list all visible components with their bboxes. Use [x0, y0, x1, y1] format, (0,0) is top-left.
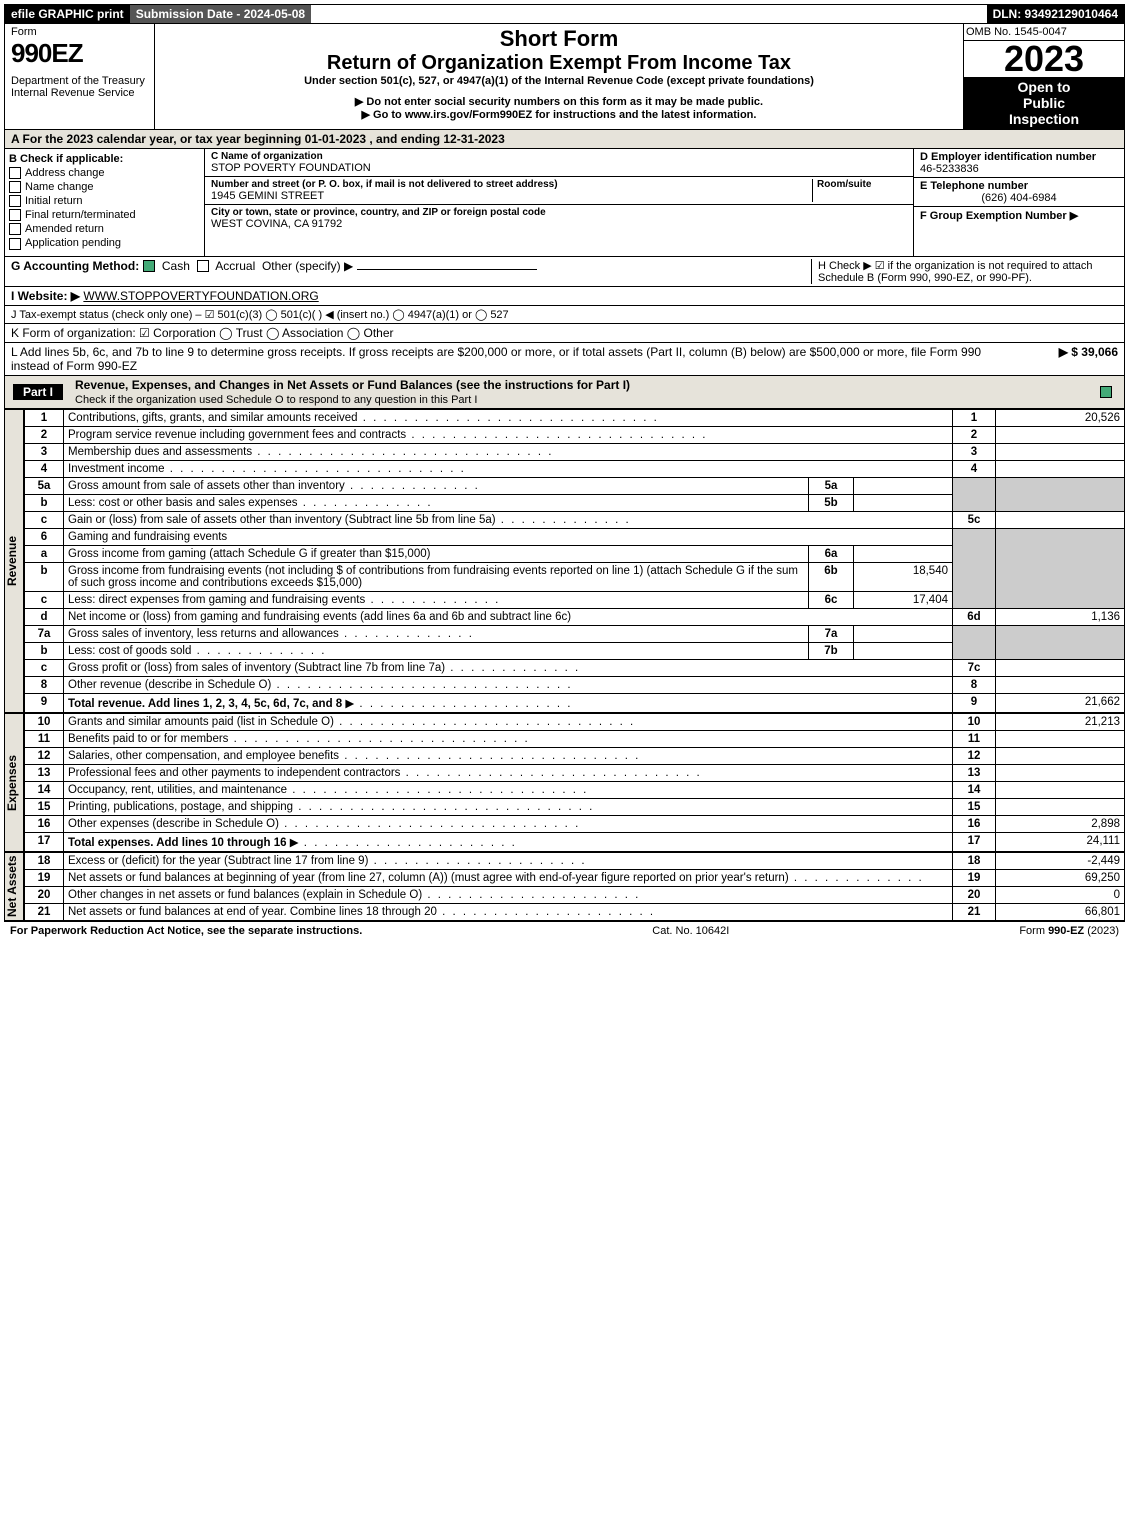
chk-application-pending[interactable]: Application pending	[9, 237, 200, 249]
revenue-table: 1Contributions, gifts, grants, and simil…	[24, 409, 1125, 713]
form-header: Form 990EZ Department of the Treasury In…	[4, 24, 1125, 130]
tel-label: E Telephone number	[920, 180, 1118, 192]
c-city-label: City or town, state or province, country…	[211, 207, 907, 218]
no-ssn-notice: ▶ Do not enter social security numbers o…	[161, 95, 957, 108]
open-to-public: Open to Public Inspection	[964, 77, 1124, 129]
expenses-table: 10Grants and similar amounts paid (list …	[24, 713, 1125, 852]
row-k: K Form of organization: ☑ Corporation ◯ …	[4, 324, 1125, 343]
part1-label: Part I	[13, 384, 63, 400]
side-revenue: Revenue	[4, 409, 24, 713]
section-def: D Employer identification number 46-5233…	[914, 149, 1124, 256]
netassets-table: 18Excess or (deficit) for the year (Subt…	[24, 852, 1125, 921]
efile-label: efile GRAPHIC print	[5, 5, 130, 23]
chk-name-change[interactable]: Name change	[9, 181, 200, 193]
tax-year: 2023	[964, 41, 1124, 77]
c-street-label: Number and street (or P. O. box, if mail…	[211, 179, 812, 190]
form-ref: Form 990-EZ (2023)	[1019, 925, 1119, 937]
dept-label: Department of the Treasury Internal Reve…	[11, 75, 148, 99]
paperwork-notice: For Paperwork Reduction Act Notice, see …	[10, 925, 362, 937]
ein-value: 46-5233836	[920, 163, 1118, 175]
page-footer: For Paperwork Reduction Act Notice, see …	[4, 921, 1125, 940]
side-netassets: Net Assets	[4, 852, 24, 921]
org-city: WEST COVINA, CA 91792	[211, 218, 907, 230]
info-grid: B Check if applicable: Address change Na…	[4, 149, 1125, 257]
tel-value: (626) 404-6984	[920, 192, 1118, 204]
cat-no: Cat. No. 10642I	[652, 925, 729, 937]
top-bar: efile GRAPHIC print Submission Date - 20…	[4, 4, 1125, 24]
c-name-label: C Name of organization	[211, 151, 907, 162]
chk-initial-return[interactable]: Initial return	[9, 195, 200, 207]
website-link[interactable]: WWW.STOPPOVERTYFOUNDATION.ORG	[83, 289, 318, 303]
c-room-label: Room/suite	[817, 179, 907, 190]
g-label: G Accounting Method:	[11, 259, 139, 273]
chk-schedule-o[interactable]	[1100, 386, 1112, 398]
group-exemption-label: F Group Exemption Number ▶	[920, 209, 1118, 222]
return-title: Return of Organization Exempt From Incom…	[161, 52, 957, 75]
chk-amended-return[interactable]: Amended return	[9, 223, 200, 235]
netassets-block: Net Assets 18Excess or (deficit) for the…	[4, 852, 1125, 921]
row-l: L Add lines 5b, 6c, and 7b to line 9 to …	[4, 343, 1125, 376]
chk-final-return[interactable]: Final return/terminated	[9, 209, 200, 221]
section-b: B Check if applicable: Address change Na…	[5, 149, 205, 256]
expenses-block: Expenses 10Grants and similar amounts pa…	[4, 713, 1125, 852]
chk-accrual[interactable]	[197, 260, 209, 272]
other-specify-input[interactable]	[357, 269, 537, 270]
ein-label: D Employer identification number	[920, 151, 1118, 163]
revenue-block: Revenue 1Contributions, gifts, grants, a…	[4, 409, 1125, 713]
part1-header: Part I Revenue, Expenses, and Changes in…	[4, 376, 1125, 409]
b-label: B Check if applicable:	[9, 153, 200, 165]
row-i: I Website: ▶ WWW.STOPPOVERTYFOUNDATION.O…	[4, 287, 1125, 306]
submission-date: Submission Date - 2024-05-08	[130, 5, 311, 23]
section-a: A For the 2023 calendar year, or tax yea…	[4, 130, 1125, 149]
org-name: STOP POVERTY FOUNDATION	[211, 162, 907, 174]
side-expenses: Expenses	[4, 713, 24, 852]
chk-cash[interactable]	[143, 260, 155, 272]
short-form-title: Short Form	[161, 26, 957, 52]
chk-address-change[interactable]: Address change	[9, 167, 200, 179]
section-c: C Name of organization STOP POVERTY FOUN…	[205, 149, 914, 256]
l-text: L Add lines 5b, 6c, and 7b to line 9 to …	[11, 345, 998, 373]
form-label: Form	[11, 26, 148, 38]
form-number: 990EZ	[11, 38, 148, 69]
org-street: 1945 GEMINI STREET	[211, 190, 812, 202]
section-h: H Check ▶ ☑ if the organization is not r…	[811, 259, 1118, 284]
dln-label: DLN: 93492129010464	[987, 5, 1124, 23]
under-section: Under section 501(c), 527, or 4947(a)(1)…	[161, 75, 957, 87]
l-value: ▶ $ 39,066	[998, 345, 1118, 373]
goto-link[interactable]: ▶ Go to www.irs.gov/Form990EZ for instru…	[161, 108, 957, 121]
row-j: J Tax-exempt status (check only one) – ☑…	[4, 306, 1125, 324]
i-label: I Website: ▶	[11, 289, 80, 303]
row-gh: G Accounting Method: Cash Accrual Other …	[4, 257, 1125, 287]
